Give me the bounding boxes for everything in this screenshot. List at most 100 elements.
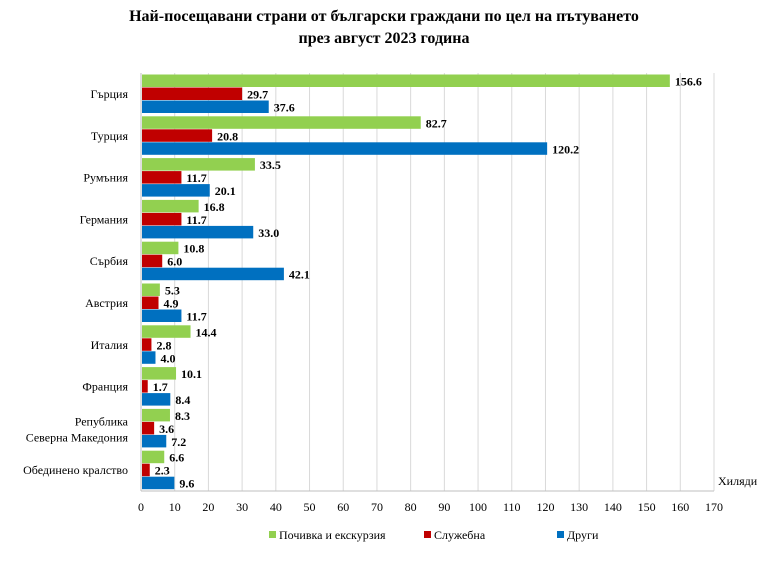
legend-swatch (557, 531, 564, 538)
data-label: 33.5 (260, 158, 281, 172)
data-label: 5.3 (165, 284, 180, 298)
bar-1 (142, 296, 159, 309)
x-tick-label: 160 (671, 500, 689, 514)
bar-0 (142, 325, 191, 338)
data-label: 2.3 (155, 464, 170, 478)
chart-title: Най-посещавани страни от български гражд… (0, 6, 768, 50)
data-label: 8.3 (175, 409, 190, 423)
data-label: 6.6 (169, 451, 184, 465)
bar-2 (142, 393, 171, 406)
bar-1 (142, 421, 155, 435)
x-tick-label: 10 (169, 500, 181, 514)
bar-2 (142, 476, 175, 490)
bar-1 (142, 463, 150, 477)
data-label: 8.4 (175, 393, 190, 407)
category-label: Сърбия (90, 254, 129, 268)
data-label: 156.6 (675, 75, 702, 89)
bar-1 (142, 380, 148, 393)
data-label: 11.7 (186, 171, 206, 185)
data-label: 3.6 (159, 422, 174, 436)
x-tick-label: 40 (270, 500, 282, 514)
x-tick-label: 110 (503, 500, 521, 514)
x-tick-label: 150 (638, 500, 656, 514)
legend-label: Почивка и екскурзия (279, 528, 386, 542)
legend-swatch (424, 531, 431, 538)
data-label: 14.4 (196, 325, 217, 339)
x-tick-label: 140 (604, 500, 622, 514)
data-label: 16.8 (204, 200, 225, 214)
data-label: 20.8 (217, 129, 238, 143)
bar-2 (142, 100, 269, 113)
bar-1 (142, 87, 243, 100)
x-tick-label: 80 (405, 500, 417, 514)
legend-label: Служебна (434, 528, 486, 542)
data-label: 11.7 (186, 213, 206, 227)
bar-0 (142, 158, 255, 171)
data-label: 10.8 (183, 242, 204, 256)
data-label: 29.7 (247, 88, 268, 102)
bar-0 (142, 283, 160, 296)
category-label: Обединено кралство (23, 463, 128, 477)
data-label: 2.8 (156, 338, 171, 352)
data-label: 10.1 (181, 367, 202, 381)
bar-2 (142, 142, 548, 155)
data-label: 9.6 (179, 477, 194, 491)
x-tick-label: 170 (705, 500, 723, 514)
x-tick-label: 130 (570, 500, 588, 514)
category-label: Република (75, 414, 129, 428)
category-label: Румъния (83, 171, 128, 185)
x-tick-label: 60 (337, 500, 349, 514)
chart-title-line2: през август 2023 година (298, 30, 470, 47)
bar-0 (142, 116, 421, 129)
data-label: 20.1 (215, 184, 236, 198)
x-tick-label: 70 (371, 500, 383, 514)
category-label: Австрия (85, 296, 128, 310)
bar-2 (142, 434, 167, 448)
data-label: 42.1 (289, 268, 310, 282)
category-label: Франция (82, 380, 128, 394)
data-label: 11.7 (186, 310, 206, 324)
category-label: Северна Македония (26, 430, 129, 444)
data-label: 33.0 (258, 226, 279, 240)
data-label: 37.6 (274, 101, 295, 115)
x-tick-label: 50 (304, 500, 316, 514)
category-label: Германия (80, 212, 129, 226)
data-label: 7.2 (171, 435, 186, 449)
data-label: 4.9 (164, 297, 179, 311)
x-tick-label: 90 (438, 500, 450, 514)
bar-1 (142, 171, 182, 184)
data-label: 120.2 (552, 142, 579, 156)
x-axis-label: Хиляди (718, 474, 758, 488)
bar-0 (142, 74, 670, 87)
data-label: 82.7 (426, 116, 447, 130)
bar-0 (142, 199, 199, 213)
bar-0 (142, 367, 177, 380)
x-tick-label: 0 (138, 500, 144, 514)
bar-2 (142, 184, 210, 197)
legend-label: Други (567, 528, 599, 542)
bar-1 (142, 254, 163, 268)
category-label: Гърция (90, 87, 128, 101)
data-label: 1.7 (153, 380, 168, 394)
bar-1 (142, 338, 152, 351)
legend-swatch (269, 531, 276, 538)
bar-2 (142, 351, 156, 364)
bar-2 (142, 225, 254, 239)
bar-2 (142, 309, 182, 322)
bar-1 (142, 129, 213, 142)
bar-1 (142, 212, 182, 226)
data-label: 4.0 (160, 351, 175, 365)
bar-0 (142, 241, 179, 255)
bar-0 (142, 408, 170, 422)
chart-title-line1: Най-посещавани страни от български гражд… (129, 8, 639, 25)
category-label: Турция (91, 129, 129, 143)
x-tick-label: 100 (469, 500, 487, 514)
x-tick-label: 120 (536, 500, 554, 514)
bar-0 (142, 450, 165, 464)
bar-2 (142, 267, 284, 281)
data-label: 6.0 (167, 255, 182, 269)
x-tick-label: 20 (202, 500, 214, 514)
x-tick-label: 30 (236, 500, 248, 514)
category-label: Италия (91, 338, 129, 352)
